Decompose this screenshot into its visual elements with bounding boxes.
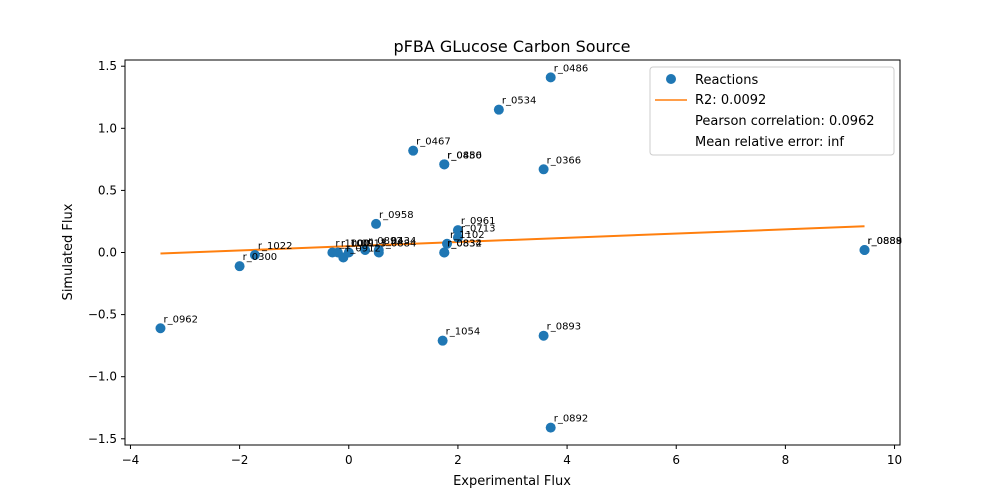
- point-label-r_1102: r_1102: [450, 230, 485, 241]
- y-axis-ticks: −1.5 −1.0 −0.5 0.0 0.5 1.0 1.5: [88, 59, 125, 446]
- point-label-r_0450: r_0450: [447, 150, 482, 161]
- x-tick-label: 2: [454, 453, 462, 467]
- data-point-r_0886: [439, 159, 450, 170]
- legend: Reactions R2: 0.0092 Pearson correlation…: [649, 66, 895, 156]
- x-tick-label: 6: [672, 453, 680, 467]
- y-tick-label: −0.5: [88, 308, 117, 322]
- point-label-r_0962: r_0962: [163, 314, 198, 325]
- data-point-r_0834: [439, 247, 450, 258]
- points-layer: [155, 72, 870, 433]
- point-label-r_0888: r_0888: [868, 236, 903, 247]
- data-point-r_0366: [538, 164, 549, 175]
- point-label-r_0892: r_0892: [554, 414, 589, 425]
- data-point-r_1022: [249, 249, 260, 260]
- legend-box: [649, 66, 895, 156]
- x-tick-label: 10: [887, 453, 902, 467]
- x-tick-label: −4: [122, 453, 140, 467]
- y-tick-label: −1.5: [88, 432, 117, 446]
- point-label-r_1001: r_1001: [341, 239, 376, 250]
- point-label-r_0486: r_0486: [554, 63, 589, 74]
- legend-label-mean-relative-error: Mean relative error: inf: [695, 135, 844, 150]
- point-label-r_0434: r_0434: [382, 236, 417, 247]
- data-point-r_1054: [437, 335, 448, 346]
- point-label-r_1000: r_1000: [335, 239, 370, 250]
- point-label-r_0893: r_0893: [547, 322, 582, 333]
- plot-area: −4 −2 0 2 4 6 8 10 −1.5 −1.0 −0.5 0.0 0.5 1.0 1.5 r_0…: [88, 59, 902, 467]
- data-point-r_0434: [373, 245, 384, 256]
- point-label-r_0889: r_0889: [868, 236, 903, 247]
- data-point-r_0713: [452, 232, 463, 243]
- data-point-r_0958: [371, 218, 382, 229]
- point-label-r_0912: r_0912: [346, 243, 381, 254]
- x-tick-label: 4: [563, 453, 571, 467]
- data-point-r_0962: [155, 323, 166, 334]
- data-point-r_0892: [360, 245, 371, 256]
- y-tick-label: 0.0: [98, 246, 117, 260]
- point-label-r_0832: r_0832: [447, 239, 482, 250]
- data-point-r_1102: [442, 238, 453, 249]
- point-label-r_0892: r_0892: [368, 236, 403, 247]
- x-axis-ticks: −4 −2 0 2 4 6 8 10: [122, 445, 902, 467]
- y-tick-label: 1.0: [98, 121, 117, 135]
- fit-line-layer: [160, 225, 865, 255]
- point-label-r_0300: r_0300: [243, 252, 278, 263]
- data-point-r_0467: [408, 145, 419, 156]
- chart-title: pFBA GLucose Carbon Source: [393, 37, 630, 56]
- x-axis-label: Experimental Flux: [453, 474, 571, 489]
- y-tick-label: 0.5: [98, 183, 117, 197]
- y-tick-label: −1.0: [88, 370, 117, 384]
- regression-line: [160, 225, 865, 255]
- legend-label-reactions: Reactions: [695, 73, 758, 88]
- point-label-r_0886: r_0886: [447, 150, 482, 161]
- point-label-r_0961: r_0961: [461, 216, 496, 227]
- data-point-r_0300: [234, 261, 245, 272]
- data-point-r_0534: [493, 104, 504, 115]
- y-tick-label: 1.5: [98, 59, 117, 73]
- data-point-r_0892: [545, 422, 556, 433]
- legend-label-r2: R2: 0.0092: [695, 93, 766, 108]
- point-label-r_0467: r_0467: [416, 137, 451, 148]
- data-point-r_0961: [452, 225, 463, 236]
- point-label-r_0534: r_0534: [502, 96, 537, 107]
- point-label-r_0713: r_0713: [461, 224, 496, 235]
- point-label-r_0913: r_0913: [352, 239, 387, 250]
- point-label-r_0366: r_0366: [547, 155, 582, 166]
- data-point-r_0486: [545, 72, 556, 83]
- point-label-r_1022: r_1022: [258, 241, 293, 252]
- data-point-r_0889: [859, 245, 870, 256]
- y-axis-label: Simulated Flux: [61, 203, 76, 300]
- legend-label-pearson: Pearson correlation: 0.0962: [695, 114, 875, 129]
- legend-marker-reactions: [666, 74, 676, 84]
- point-label-r_0958: r_0958: [379, 210, 414, 221]
- x-tick-label: 8: [782, 453, 790, 467]
- x-tick-label: 0: [345, 453, 353, 467]
- point-label-r_0884: r_0884: [382, 239, 417, 250]
- point-label-r_1054: r_1054: [446, 327, 481, 338]
- data-point-r_0893: [538, 330, 549, 341]
- x-tick-label: −2: [231, 453, 249, 467]
- point-label-r_0834: r_0834: [447, 239, 482, 250]
- data-point-r_0913: [343, 247, 354, 258]
